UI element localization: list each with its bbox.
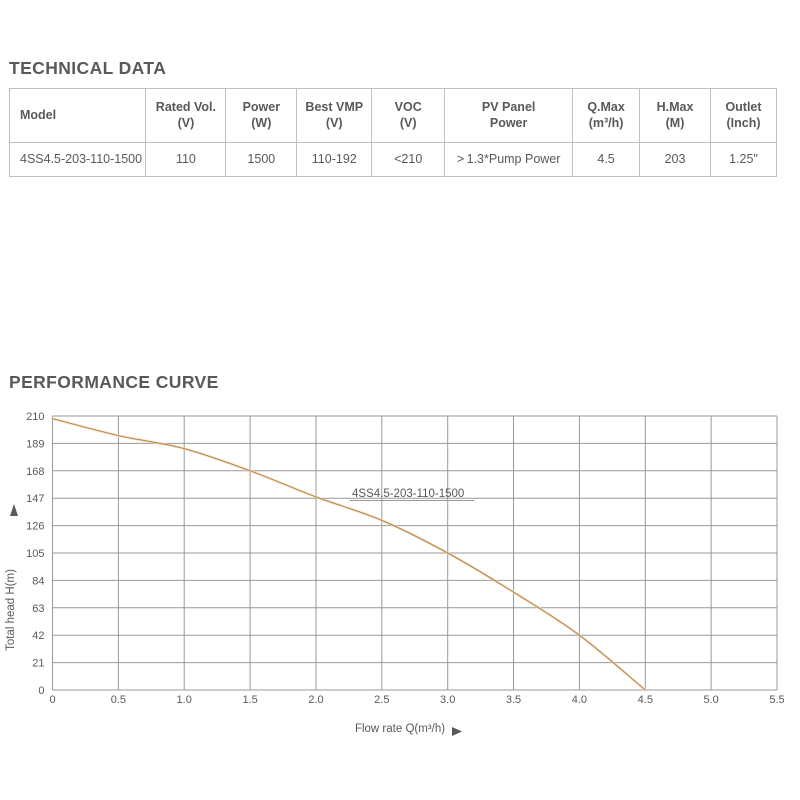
svg-text:189: 189	[26, 438, 44, 450]
svg-text:3.0: 3.0	[440, 694, 455, 706]
svg-text:4.5: 4.5	[638, 694, 653, 706]
svg-text:5.0: 5.0	[703, 694, 718, 706]
svg-text:Total head H(m): Total head H(m)	[5, 569, 17, 651]
svg-text:4SS4.5-203-110-1500: 4SS4.5-203-110-1500	[352, 488, 464, 500]
svg-text:105: 105	[26, 548, 44, 560]
svg-text:147: 147	[26, 493, 44, 505]
svg-text:0: 0	[38, 685, 44, 697]
svg-text:0.5: 0.5	[111, 694, 126, 706]
svg-text:126: 126	[26, 521, 44, 533]
svg-text:2.5: 2.5	[374, 694, 389, 706]
svg-text:84: 84	[32, 575, 44, 587]
svg-text:1.5: 1.5	[242, 694, 257, 706]
svg-text:210: 210	[26, 411, 44, 423]
svg-text:2.0: 2.0	[308, 694, 323, 706]
svg-text:5.5: 5.5	[769, 694, 784, 706]
svg-text:1.0: 1.0	[177, 694, 192, 706]
svg-text:63: 63	[32, 603, 44, 615]
svg-text:42: 42	[32, 630, 44, 642]
svg-text:4.0: 4.0	[572, 694, 587, 706]
svg-text:Flow rate Q(m³/h): Flow rate Q(m³/h)	[355, 723, 445, 735]
svg-text:0: 0	[49, 694, 55, 706]
svg-text:168: 168	[26, 466, 44, 478]
svg-text:21: 21	[32, 658, 44, 670]
svg-text:3.5: 3.5	[506, 694, 521, 706]
